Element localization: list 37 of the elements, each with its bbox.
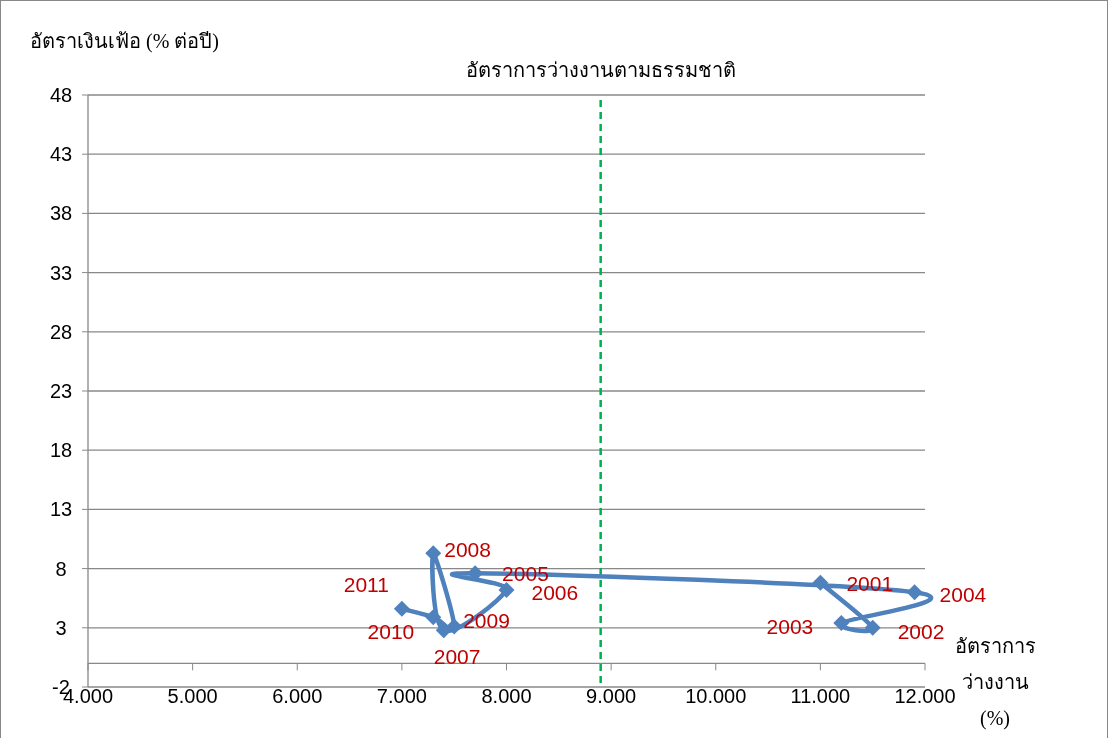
x-tick-label: 8.000 — [481, 685, 532, 707]
annotation: 2007 — [433, 645, 481, 669]
x-tick-label: 5.000 — [167, 685, 218, 707]
point — [906, 584, 923, 601]
y-tick-label: 18 — [49, 439, 73, 462]
y-tick-label: 43 — [49, 143, 73, 166]
x-axis-title: อัตราการว่างงาน (%) — [954, 635, 1036, 729]
x-tick-label: 11.000 — [790, 685, 851, 707]
annotation: 2011 — [343, 572, 389, 596]
x-tick-label: 12.000 — [894, 685, 956, 707]
y-tick-label: 23 — [49, 380, 73, 402]
point — [812, 574, 829, 591]
annotation: 2003 — [766, 615, 814, 639]
x-tick-label: 6.000 — [272, 685, 323, 707]
x-tick-label: 7.000 — [376, 685, 427, 707]
annotation: 2002 — [897, 619, 945, 643]
y-tick-label: 38 — [49, 202, 73, 225]
y-tick-label: 3 — [55, 616, 67, 639]
y-tick-label: 48 — [49, 84, 73, 106]
y-tick-label: 33 — [49, 261, 73, 284]
annotation: 2006 — [531, 580, 579, 604]
annotation: 2010 — [367, 620, 415, 644]
y-tick-label: 28 — [49, 320, 73, 343]
x-tick-label: 10.000 — [685, 685, 747, 707]
x-tick-label: 9.000 — [586, 685, 637, 707]
ref-line-label: อัตราการว่างงานตามธรรมชาติ — [465, 59, 736, 81]
point — [498, 581, 515, 598]
y-axis-title: อัตราเงินเฟ้อ (% ต่อปี) — [30, 30, 219, 53]
point — [446, 618, 463, 635]
point — [833, 615, 850, 632]
point — [425, 609, 442, 626]
annotation: 2004 — [939, 583, 987, 607]
y-tick-label: 13 — [49, 498, 73, 521]
point — [393, 600, 410, 617]
y-tick-label: 8 — [55, 557, 67, 580]
annotation: 2008 — [444, 538, 491, 562]
point — [864, 619, 881, 636]
